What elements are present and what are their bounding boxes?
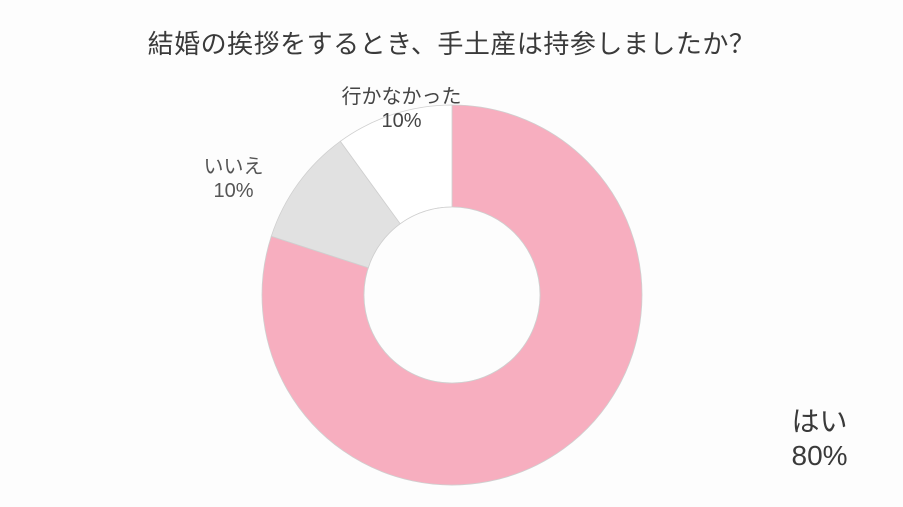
chart-title: 結婚の挨拶をするとき、手土産は持参しましたか？ bbox=[0, 24, 903, 61]
slice-label-name: はい bbox=[792, 405, 848, 439]
donut-hole bbox=[364, 207, 540, 383]
slice-label-0: はい80% bbox=[792, 405, 848, 472]
donut-chart: はい80%いいえ10%行かなかった10% bbox=[252, 95, 652, 495]
donut-svg bbox=[252, 95, 652, 495]
slice-label-percent: 80% bbox=[792, 439, 848, 473]
